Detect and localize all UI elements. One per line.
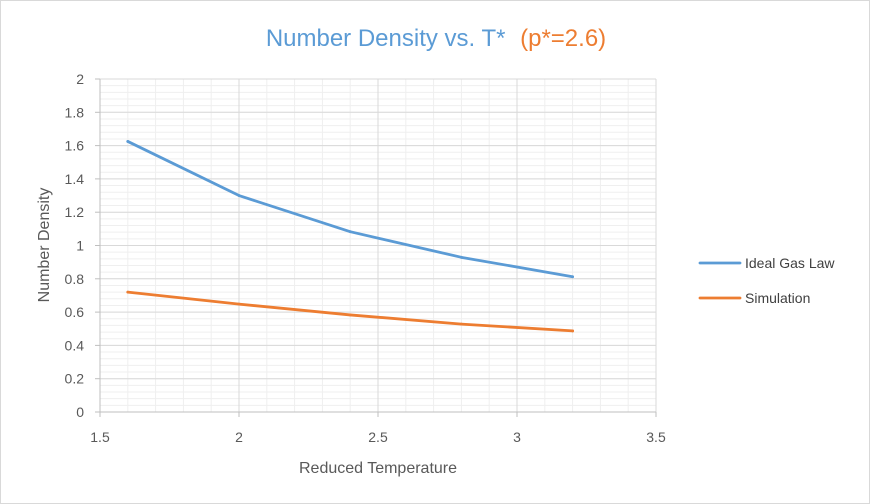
y-tick-labels: 0 0.2 0.4 0.6 0.8 1 1.2 1.4 1.6 1.8 2: [65, 71, 85, 420]
y-tick-label: 0: [76, 404, 84, 420]
legend: Ideal Gas Law Simulation: [698, 255, 835, 306]
data-point-simulation: [237, 302, 241, 306]
data-point-simulation: [571, 329, 574, 333]
x-tick-label: 2.5: [368, 429, 388, 445]
x-tick-label: 1.5: [90, 429, 110, 445]
chart-title: Number Density vs. T* (p*=2.6): [266, 25, 606, 52]
axes: [95, 78, 657, 417]
legend-label-ideal-gas-law: Ideal Gas Law: [745, 255, 835, 271]
data-point-ideal-gas-law: [460, 255, 463, 259]
y-axis-title: Number Density: [36, 188, 53, 303]
x-tick-label: 3.5: [646, 429, 666, 445]
y-tick-label: 2: [76, 71, 84, 87]
major-gridlines: [100, 78, 657, 412]
y-tick-label: 0.2: [65, 371, 85, 387]
y-tick-label: 1.2: [65, 204, 85, 220]
data-point-simulation: [460, 322, 463, 326]
y-tick-label: 1.8: [65, 104, 85, 120]
y-tick-label: 0.8: [65, 271, 85, 287]
legend-label-simulation: Simulation: [745, 290, 810, 306]
chart-title-suffix: (p*=2.6): [520, 25, 606, 52]
y-tick-label: 0.6: [65, 304, 85, 320]
chart-title-main: Number Density vs. T*: [266, 25, 506, 52]
y-tick-label: 1.6: [65, 138, 85, 154]
x-axis-title: Reduced Temperature: [299, 460, 457, 477]
data-point-simulation: [126, 290, 130, 294]
x-tick-label: 3: [513, 429, 521, 445]
data-point-ideal-gas-law: [237, 194, 241, 197]
x-tick-labels: 1.5 2 2.5 3 3.5: [90, 429, 666, 445]
y-tick-label: 1: [76, 238, 84, 254]
y-tick-label: 0.4: [65, 337, 85, 353]
data-point-simulation: [348, 313, 352, 317]
series-layer: [126, 140, 574, 333]
x-tick-label: 2: [235, 429, 243, 445]
data-point-ideal-gas-law: [348, 230, 352, 234]
data-point-ideal-gas-law: [126, 140, 130, 143]
y-tick-label: 1.4: [65, 171, 85, 187]
data-point-ideal-gas-law: [571, 275, 574, 279]
